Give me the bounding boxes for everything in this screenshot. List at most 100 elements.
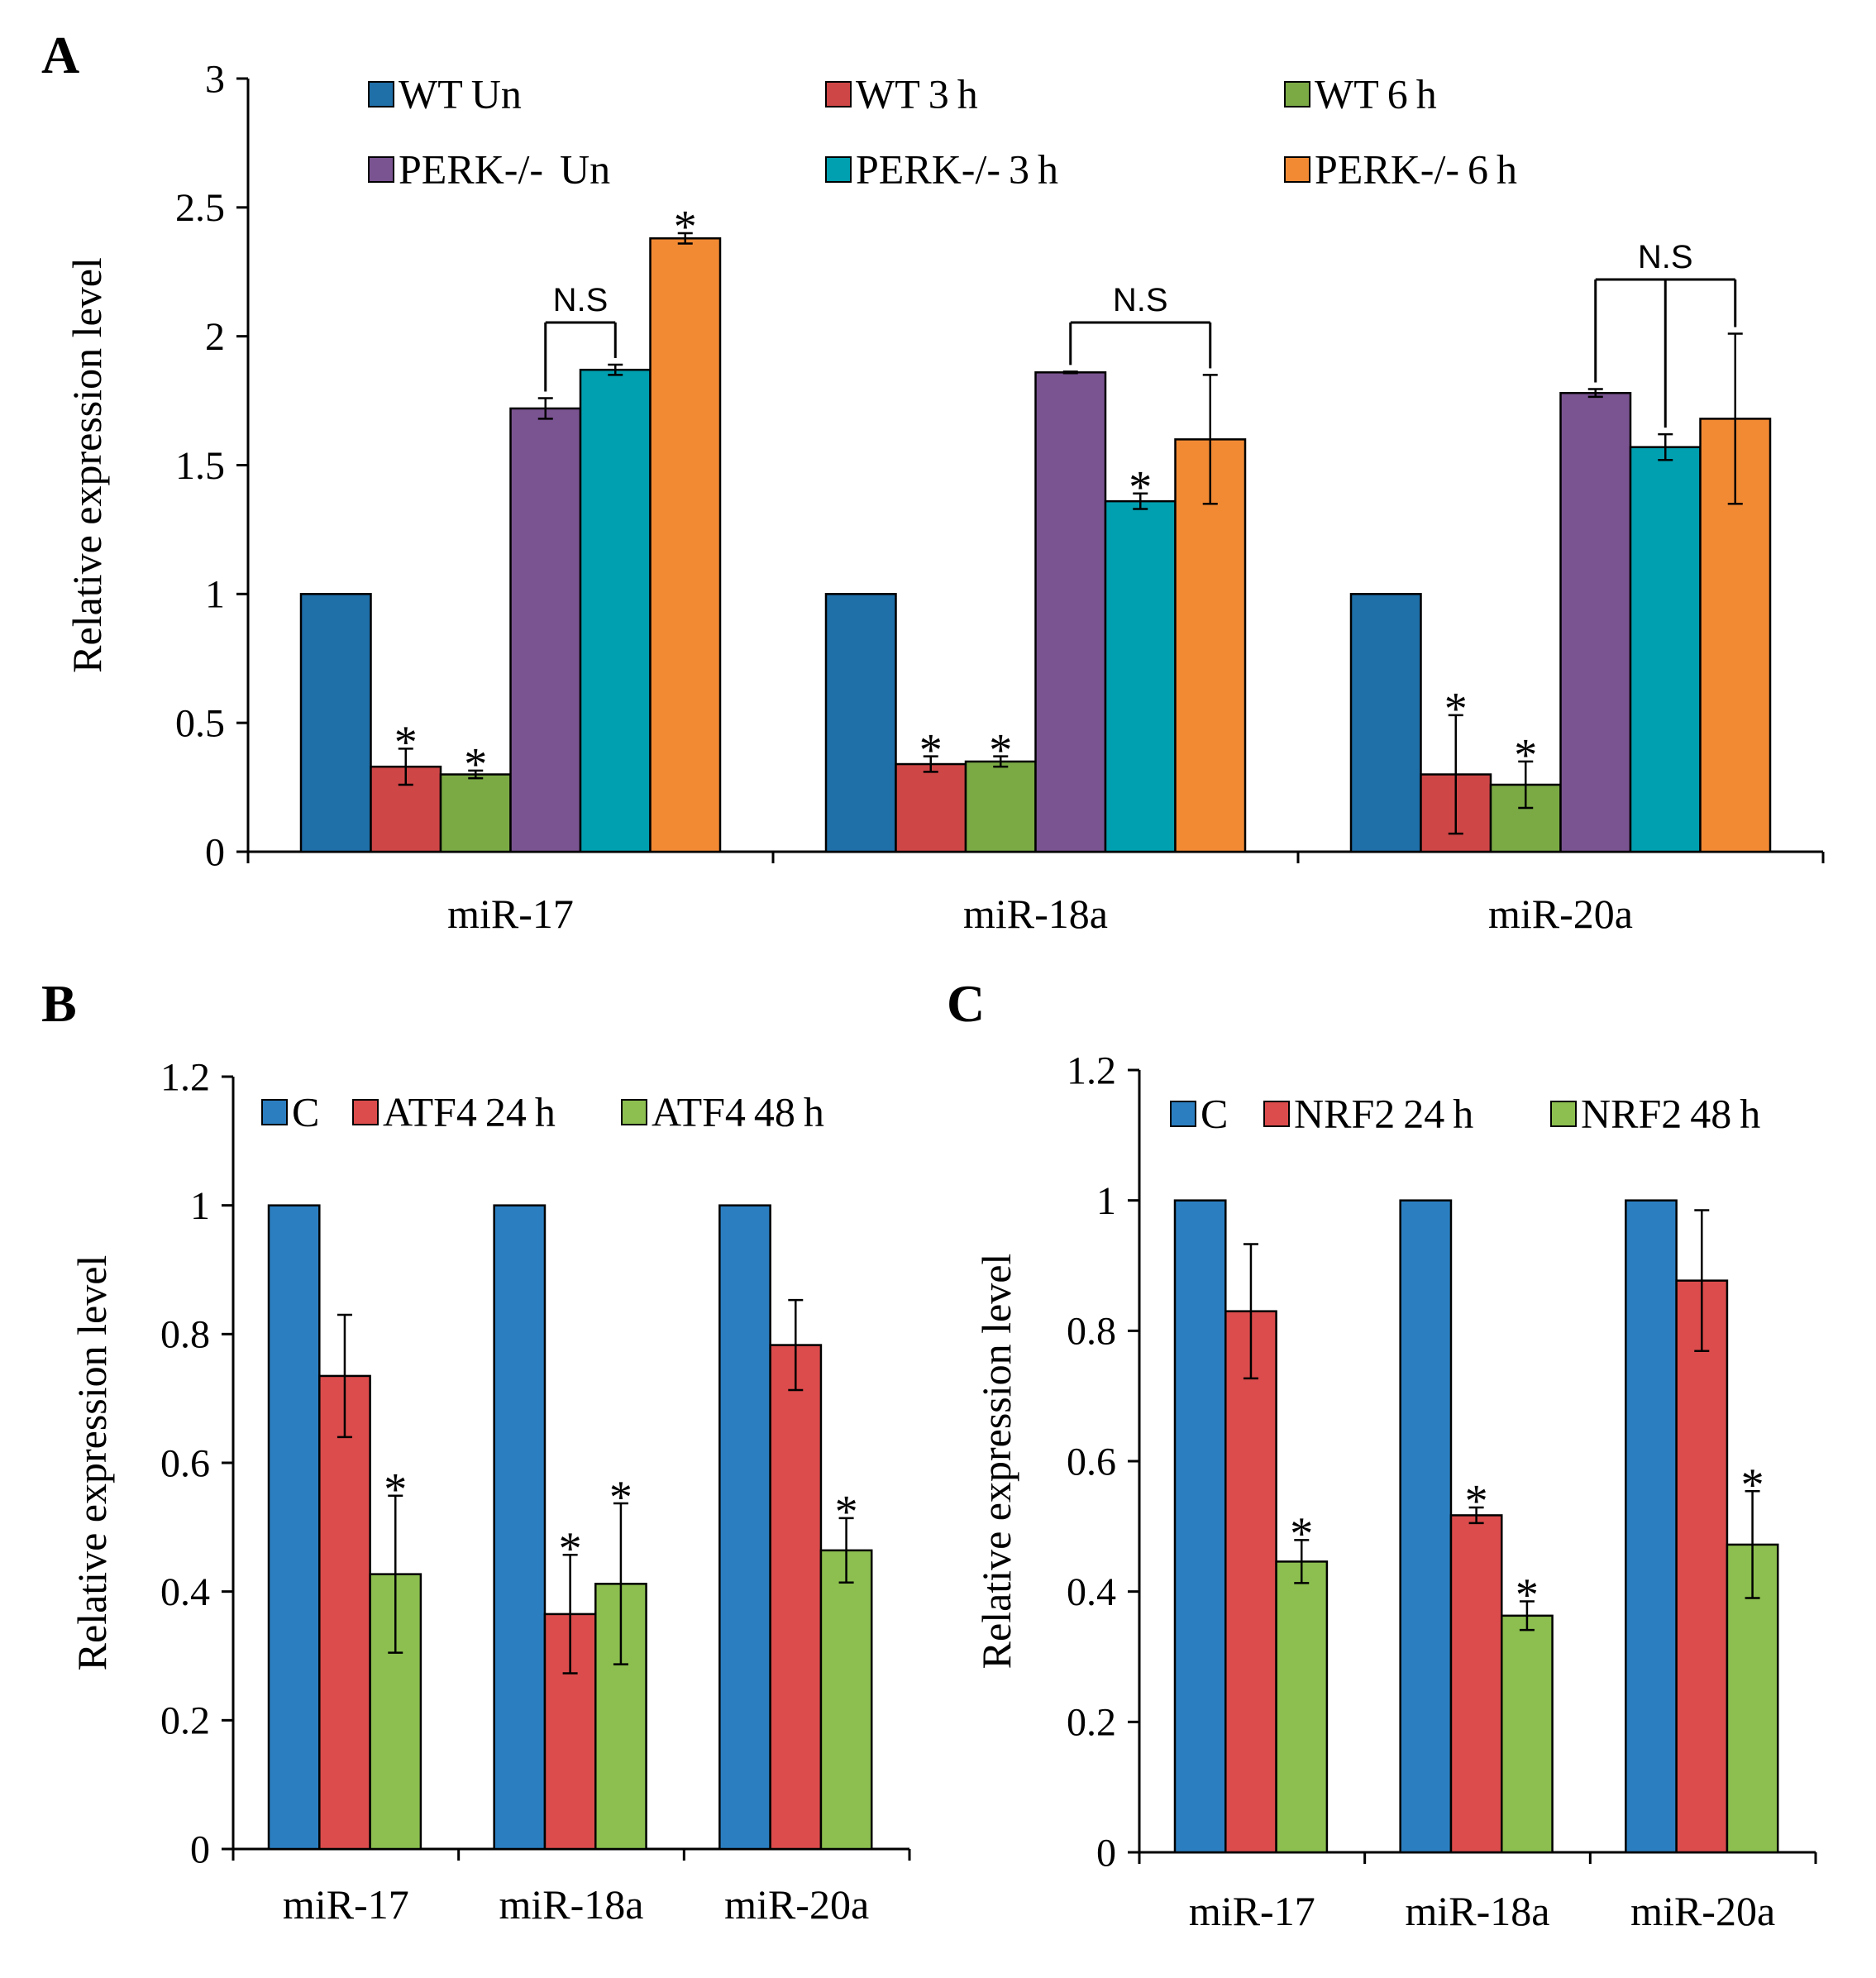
legend-label: WT 3 h	[856, 71, 978, 117]
significance-star: *	[835, 1487, 858, 1538]
y-tick-label: 0.6	[160, 1441, 210, 1485]
panel-b: B 0 0.2 0.4 0.6 0.8 1 1.2 Relative expression le…	[41, 974, 911, 1928]
bar	[824, 593, 897, 853]
category-label: miR-17	[447, 891, 574, 937]
bar	[895, 762, 967, 853]
legend-swatch	[825, 156, 852, 183]
bar	[718, 1204, 771, 1851]
legend-swatch	[621, 1099, 647, 1125]
significance-star: *	[1465, 1476, 1488, 1527]
bar	[964, 760, 1037, 853]
legend-label: WT 6 h	[1315, 71, 1437, 117]
bar	[299, 593, 372, 853]
legend-label: C	[292, 1089, 319, 1135]
legend-swatch	[368, 81, 394, 108]
panel-letter: B	[41, 974, 77, 1033]
bar	[1399, 1199, 1453, 1854]
category-label: miR-18a	[499, 1881, 644, 1928]
legend-swatch	[1284, 81, 1310, 108]
category-label: miR-17	[283, 1881, 409, 1928]
significance-star: *	[1290, 1508, 1313, 1560]
y-tick-label: 0.5	[175, 701, 225, 745]
y-tick-label: 0.4	[1067, 1570, 1116, 1614]
legend-label: ATF4 24 h	[383, 1089, 556, 1135]
legend-label: NRF2 48 h	[1581, 1091, 1760, 1137]
y-tick-label: 0	[1096, 1831, 1116, 1875]
y-tick-label: 0.6	[1067, 1440, 1116, 1484]
y-tick-label: 0.8	[160, 1313, 210, 1357]
significance-star: *	[1741, 1460, 1764, 1511]
legend-swatch	[825, 81, 852, 108]
legend-swatch	[368, 156, 394, 183]
legend-label: PERK-/- Un	[399, 146, 610, 193]
category-label: miR-20a	[1488, 891, 1633, 937]
bar	[819, 1549, 873, 1851]
y-tick-label: 1	[205, 573, 225, 617]
bar	[1629, 446, 1702, 853]
bar	[649, 236, 722, 853]
significance-star: *	[989, 724, 1012, 776]
category-label: miR-20a	[1630, 1888, 1775, 1934]
legend-swatch	[1550, 1101, 1577, 1127]
bar	[1675, 1279, 1729, 1854]
significance-star: *	[559, 1523, 582, 1574]
ns-label: N.S	[1113, 282, 1168, 318]
bar	[1501, 1614, 1554, 1854]
significance-star: *	[1129, 462, 1152, 514]
legend-label: PERK-/- 6 h	[1315, 146, 1517, 193]
y-tick-label: 0	[205, 830, 225, 874]
legend-swatch	[352, 1099, 379, 1125]
legend-swatch	[1170, 1101, 1196, 1127]
bar	[267, 1204, 321, 1851]
y-axis-title: Relative expression level	[973, 1254, 1019, 1670]
bar	[1559, 391, 1632, 853]
y-axis-title: Relative expression level	[64, 257, 110, 673]
bar	[1349, 593, 1422, 853]
y-tick-label: 0.2	[160, 1699, 210, 1743]
panel-a: A 0 0.5 1 1.5 2 2.5 3 Relative expression level m…	[41, 26, 1825, 937]
y-tick-label: 0.8	[1067, 1310, 1116, 1354]
bar	[1104, 499, 1177, 853]
category-label: miR-18a	[963, 891, 1108, 937]
legend-swatch	[1284, 156, 1310, 183]
y-tick-label: 1.2	[160, 1055, 210, 1099]
legend-swatch	[261, 1099, 288, 1125]
significance-star: *	[1516, 1570, 1539, 1621]
category-label: miR-18a	[1406, 1888, 1550, 1934]
significance-star: *	[384, 1464, 407, 1515]
ns-label: N.S	[1638, 239, 1693, 275]
bar	[1449, 1514, 1503, 1854]
significance-star: *	[1514, 730, 1537, 781]
bar	[318, 1374, 371, 1851]
bar	[769, 1344, 823, 1851]
bar	[1275, 1560, 1329, 1854]
y-axis-title: Relative expression level	[69, 1255, 115, 1671]
legend-label: NRF2 24 h	[1294, 1091, 1473, 1137]
category-label: miR-17	[1189, 1888, 1315, 1934]
y-tick-label: 3	[205, 57, 225, 101]
significance-star: *	[464, 739, 487, 791]
y-tick-label: 1	[190, 1184, 210, 1228]
ns-label: N.S	[553, 282, 609, 318]
legend-label: ATF4 48 h	[652, 1089, 824, 1135]
significance-star: *	[394, 717, 418, 768]
significance-star: *	[609, 1472, 632, 1523]
y-tick-label: 1.5	[175, 444, 225, 488]
significance-star: *	[1444, 684, 1468, 735]
bar	[1034, 371, 1107, 853]
y-tick-label: 1	[1096, 1179, 1116, 1223]
category-label: miR-20a	[724, 1881, 869, 1928]
y-tick-label: 0.2	[1067, 1701, 1116, 1745]
bar	[1224, 1310, 1277, 1854]
bar	[493, 1204, 547, 1851]
panel-letter: C	[947, 974, 985, 1033]
y-tick-label: 0.4	[160, 1570, 210, 1614]
bar	[1173, 1199, 1227, 1854]
significance-star: *	[674, 202, 697, 253]
bar	[439, 773, 512, 853]
panel-letter: A	[41, 26, 79, 84]
legend-label: WT Un	[399, 71, 522, 117]
bar	[1625, 1199, 1678, 1854]
y-tick-label: 2.5	[175, 186, 225, 230]
